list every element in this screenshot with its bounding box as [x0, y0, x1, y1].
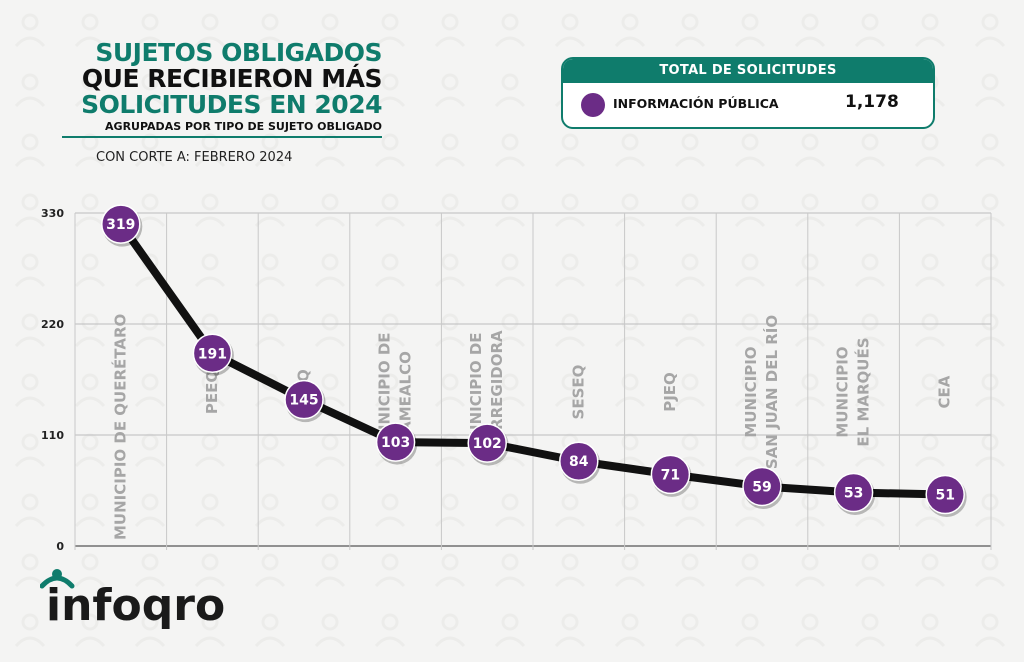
data-label: 53 [844, 486, 863, 502]
cutoff-date: CON CORTE A: FEBRERO 2024 [96, 150, 293, 165]
data-point [742, 466, 782, 507]
title-line-3: SOLICITUDES EN 2024 [81, 90, 382, 119]
y-tick-label: 110 [41, 429, 64, 442]
data-label: 145 [289, 393, 318, 409]
logo-arc-icon [40, 575, 75, 589]
x-category-label: EL MARQUÉS [854, 337, 873, 446]
title-block: SUJETOS OBLIGADOS QUE RECIBIERON MÁS SOL… [62, 38, 383, 138]
data-label: 51 [935, 488, 954, 504]
data-label: 102 [473, 436, 502, 452]
x-category-label: MUNICIPIO DE [376, 332, 394, 451]
data-label: 103 [381, 435, 410, 451]
data-point [559, 441, 599, 481]
data-label: 59 [752, 479, 771, 495]
title-line-2: QUE RECIBIERON MÁS [81, 64, 383, 93]
data-label: 84 [569, 454, 589, 470]
x-category-label: MUNICIPIO [742, 346, 760, 437]
logo-text: infoqro [46, 580, 225, 630]
data-point [833, 472, 874, 513]
x-category-label: SESEQ [569, 365, 587, 420]
data-point [284, 379, 324, 420]
data-label: 319 [106, 217, 135, 233]
x-category-label: AMEALCO [397, 351, 415, 433]
y-tick-label: 220 [41, 318, 64, 331]
y-tick-label: 0 [56, 540, 64, 553]
data-point [192, 333, 233, 374]
y-tick-label: 330 [41, 207, 64, 220]
data-label: 191 [198, 346, 227, 362]
data-point [375, 422, 416, 462]
x-category-label: CEA [936, 375, 954, 408]
x-category-label: MUNICIPIO DE QUERÉTARO [110, 314, 129, 540]
series-line [116, 220, 950, 499]
x-category-label: CORREGIDORA [488, 330, 506, 454]
data-label: 71 [661, 467, 680, 483]
subtitle: AGRUPADAS POR TIPO DE SUJETO OBLIGADO [62, 120, 382, 138]
legend-dot-icon [581, 93, 605, 117]
x-category-label: MUNICIPIO DE [467, 332, 485, 451]
total-requests-box: TOTAL DE SOLICITUDES INFORMACIÓN PÚBLICA… [561, 57, 935, 129]
data-point [925, 474, 965, 515]
total-box-header: TOTAL DE SOLICITUDES [563, 59, 933, 83]
x-category-label: MUNICIPIO [834, 346, 852, 437]
total-box-row: INFORMACIÓN PÚBLICA 1,178 [563, 83, 933, 127]
x-category-label: PEEQ [203, 370, 221, 414]
total-box-label: INFORMACIÓN PÚBLICA [613, 96, 779, 111]
data-point [467, 423, 507, 463]
x-category-label: PJEQ [661, 372, 679, 412]
data-point [101, 204, 141, 244]
total-box-value: 1,178 [845, 92, 899, 112]
title-line-1: SUJETOS OBLIGADOS [95, 38, 382, 67]
data-point [650, 454, 691, 495]
infoqro-logo: infoqro [40, 569, 225, 630]
x-category-label: SAN JUAN DEL RÍO [762, 315, 781, 469]
